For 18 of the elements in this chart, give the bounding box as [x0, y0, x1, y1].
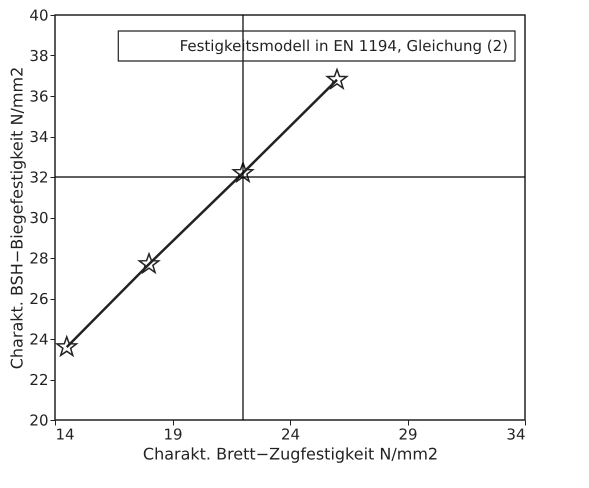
y-tick-label: 20: [29, 412, 48, 430]
x-tick-label: 14: [56, 426, 75, 444]
y-tick-label: 40: [29, 6, 48, 24]
x-tick-label: 34: [506, 426, 526, 444]
y-tick-label: 22: [29, 371, 48, 389]
y-axis-title: Charakt. BSH−Biegefestigkeit N/mm2: [7, 66, 26, 370]
y-tick-label: 28: [29, 250, 48, 268]
y-tick-label: 38: [29, 47, 48, 65]
x-tick-label: 24: [280, 426, 300, 444]
y-tick-label: 30: [29, 209, 48, 227]
x-axis-title: Charakt. Brett−Zugfestigkeit N/mm2: [142, 444, 438, 464]
y-tick-label: 34: [29, 128, 48, 146]
y-tick-label: 26: [29, 290, 48, 308]
y-tick-label: 32: [29, 168, 48, 186]
x-tick-label: 29: [398, 426, 418, 444]
x-tick-label: 19: [163, 426, 183, 444]
y-tick-label: 36: [29, 88, 48, 106]
y-tick-label: 24: [29, 330, 48, 348]
